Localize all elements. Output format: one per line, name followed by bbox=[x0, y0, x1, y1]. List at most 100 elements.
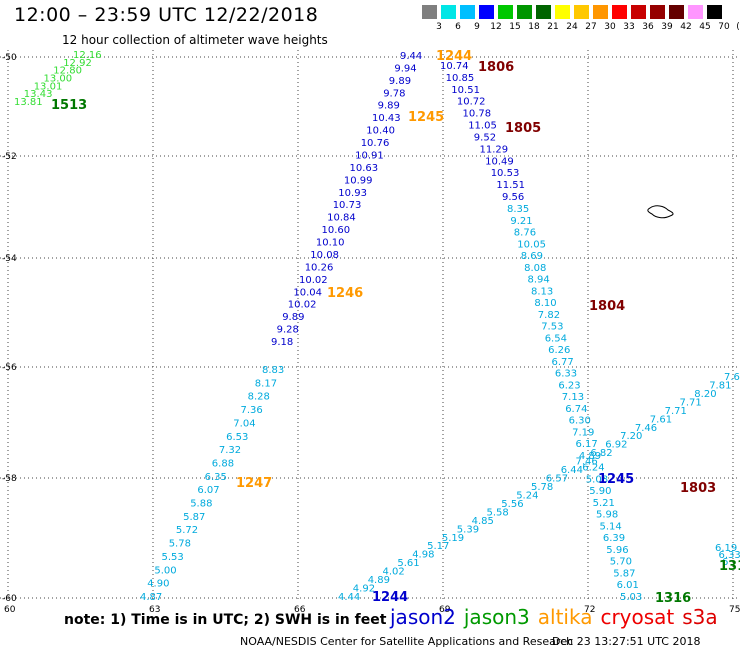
map-grid bbox=[0, 50, 740, 600]
latitude-label: -58 bbox=[2, 474, 17, 484]
wave-height-value: 7.71 bbox=[680, 397, 702, 408]
latitude-label: -52 bbox=[2, 152, 17, 162]
wave-height-value: 10.49 bbox=[485, 156, 514, 167]
pass-time-label: 1245 bbox=[408, 110, 444, 125]
wave-height-value: 7.46 bbox=[576, 457, 598, 468]
pass-time-label: 131 bbox=[719, 559, 740, 574]
wave-height-value: 5.03 bbox=[620, 592, 642, 603]
legend-item-altika: altika bbox=[537, 605, 593, 629]
wave-height-value: 8.35 bbox=[507, 204, 529, 215]
wave-height-value: 6.82 bbox=[590, 448, 612, 459]
page-title: 12:00 – 23:59 UTC 12/22/2018 bbox=[14, 4, 319, 26]
wave-height-value: 12.92 bbox=[63, 58, 92, 69]
wave-height-value: 10.99 bbox=[344, 175, 373, 186]
track-desc_right_cyan: 8.359.218.7610.058.698.088.948.138.107.8… bbox=[507, 204, 642, 603]
color-swatch bbox=[688, 5, 703, 19]
color-swatch bbox=[536, 5, 551, 19]
wave-height-value: 6.26 bbox=[548, 345, 570, 356]
wave-height-value: 7.19 bbox=[572, 427, 594, 438]
color-swatch bbox=[707, 5, 722, 19]
wave-height-value: 10.40 bbox=[366, 126, 395, 137]
color-swatch bbox=[517, 5, 532, 19]
wave-height-value: 5.87 bbox=[613, 569, 635, 580]
pass-time-label: 1246 bbox=[327, 286, 363, 301]
wave-height-value: 5.61 bbox=[397, 558, 419, 569]
wave-height-value: 8.83 bbox=[262, 365, 284, 376]
wave-height-value: 9.89 bbox=[282, 312, 304, 323]
wave-height-value: 7.04 bbox=[233, 418, 255, 429]
wave-height-value: 5.24 bbox=[516, 491, 538, 502]
color-swatch bbox=[612, 5, 627, 19]
track-right_edge: 6.196.336 bbox=[715, 543, 740, 568]
pass-time-label: 1245 bbox=[598, 472, 634, 487]
color-swatch bbox=[555, 5, 570, 19]
wave-height-value: 9.89 bbox=[389, 76, 411, 87]
color-swatch-label: 9 bbox=[474, 22, 480, 32]
color-swatch bbox=[631, 5, 646, 19]
wave-height-value: 8.94 bbox=[528, 275, 550, 286]
wave-height-value: 5.21 bbox=[593, 498, 615, 509]
pass-time-label: 1513 bbox=[51, 98, 87, 113]
wave-height-value: 5.39 bbox=[457, 524, 479, 535]
wave-height-value: 6.33 bbox=[719, 550, 740, 561]
wave-height-value: 11.05 bbox=[468, 121, 497, 132]
wave-height-value: 8.10 bbox=[534, 298, 556, 309]
latitude-label: -54 bbox=[2, 254, 17, 264]
color-swatch bbox=[574, 5, 589, 19]
wave-height-value: 5.08 bbox=[586, 474, 608, 485]
wave-height-value: 9.94 bbox=[394, 63, 416, 74]
wave-height-value: 10.02 bbox=[288, 300, 317, 311]
wave-height-value: 5.56 bbox=[501, 499, 523, 510]
wave-height-value: 13.43 bbox=[24, 89, 53, 100]
wave-height-value: 4.92 bbox=[353, 584, 375, 595]
wave-height-value: 10.84 bbox=[327, 213, 356, 224]
legend-item-s3a: s3a bbox=[682, 605, 718, 629]
pass-time-labels: 1244 1806 1513 1245 1805 1246 1804 1247 1245 1803… bbox=[51, 49, 740, 606]
color-swatch-label: 42 bbox=[680, 22, 692, 32]
legend-item-jason3: jason3 bbox=[463, 605, 530, 629]
wave-height-value: 4.02 bbox=[383, 567, 405, 578]
wave-height-value: 6.77 bbox=[552, 357, 574, 368]
wave-height-value: 7.53 bbox=[541, 322, 563, 333]
color-swatch-label: 18 bbox=[528, 22, 540, 32]
color-swatch bbox=[498, 5, 513, 19]
longitude-label: 63 bbox=[149, 605, 160, 615]
pass-time-label: 1805 bbox=[505, 121, 541, 136]
track-desc_right_blue: 10.7410.8510.5110.7210.7811.059.5211.291… bbox=[440, 61, 525, 203]
color-swatch bbox=[593, 5, 608, 19]
wave-height-value: 5.53 bbox=[162, 552, 184, 563]
wave-height-value: 6.92 bbox=[605, 440, 627, 451]
wave-height-value: 10.78 bbox=[463, 109, 492, 120]
wave-height-value: 10.72 bbox=[457, 97, 486, 108]
wave-height-value: 11.29 bbox=[480, 144, 509, 155]
pass-time-label: 1247 bbox=[236, 476, 272, 491]
footer-credit: NOAA/NESDIS Center for Satellite Applica… bbox=[240, 635, 574, 648]
pass-time-label: 1244 bbox=[372, 590, 408, 605]
color-swatch bbox=[479, 5, 494, 19]
wave-height-value: 9.18 bbox=[271, 337, 293, 348]
wave-height-value: 7.20 bbox=[620, 431, 642, 442]
color-swatch-label: 15 bbox=[509, 22, 521, 32]
color-swatch-label: 70 bbox=[718, 22, 730, 32]
color-scale-unit: (ft) bbox=[736, 22, 740, 32]
wave-height-value: 10.43 bbox=[372, 113, 401, 124]
wave-height-value: 6.74 bbox=[565, 404, 587, 415]
altimeter-tracks: 12.1612.9212.8013.0013.0113.4313.819.449… bbox=[14, 50, 740, 603]
wave-height-value: 9.21 bbox=[510, 216, 532, 227]
wave-height-value: 9.78 bbox=[383, 88, 405, 99]
wave-height-value: 6.19 bbox=[715, 543, 737, 554]
latitude-label: -50 bbox=[2, 53, 17, 63]
wave-height-value: 6.88 bbox=[212, 459, 234, 470]
wave-height-value: 5.78 bbox=[169, 539, 191, 550]
color-swatch bbox=[669, 5, 684, 19]
wave-height-value: 5.58 bbox=[487, 507, 509, 518]
color-swatch-label: 21 bbox=[547, 22, 559, 32]
wave-height-value: 10.63 bbox=[350, 163, 379, 174]
wave-height-value: 4.85 bbox=[472, 516, 494, 527]
color-swatch bbox=[650, 5, 665, 19]
latitude-label: -56 bbox=[2, 363, 17, 373]
wave-height-value: 6.30 bbox=[569, 416, 591, 427]
